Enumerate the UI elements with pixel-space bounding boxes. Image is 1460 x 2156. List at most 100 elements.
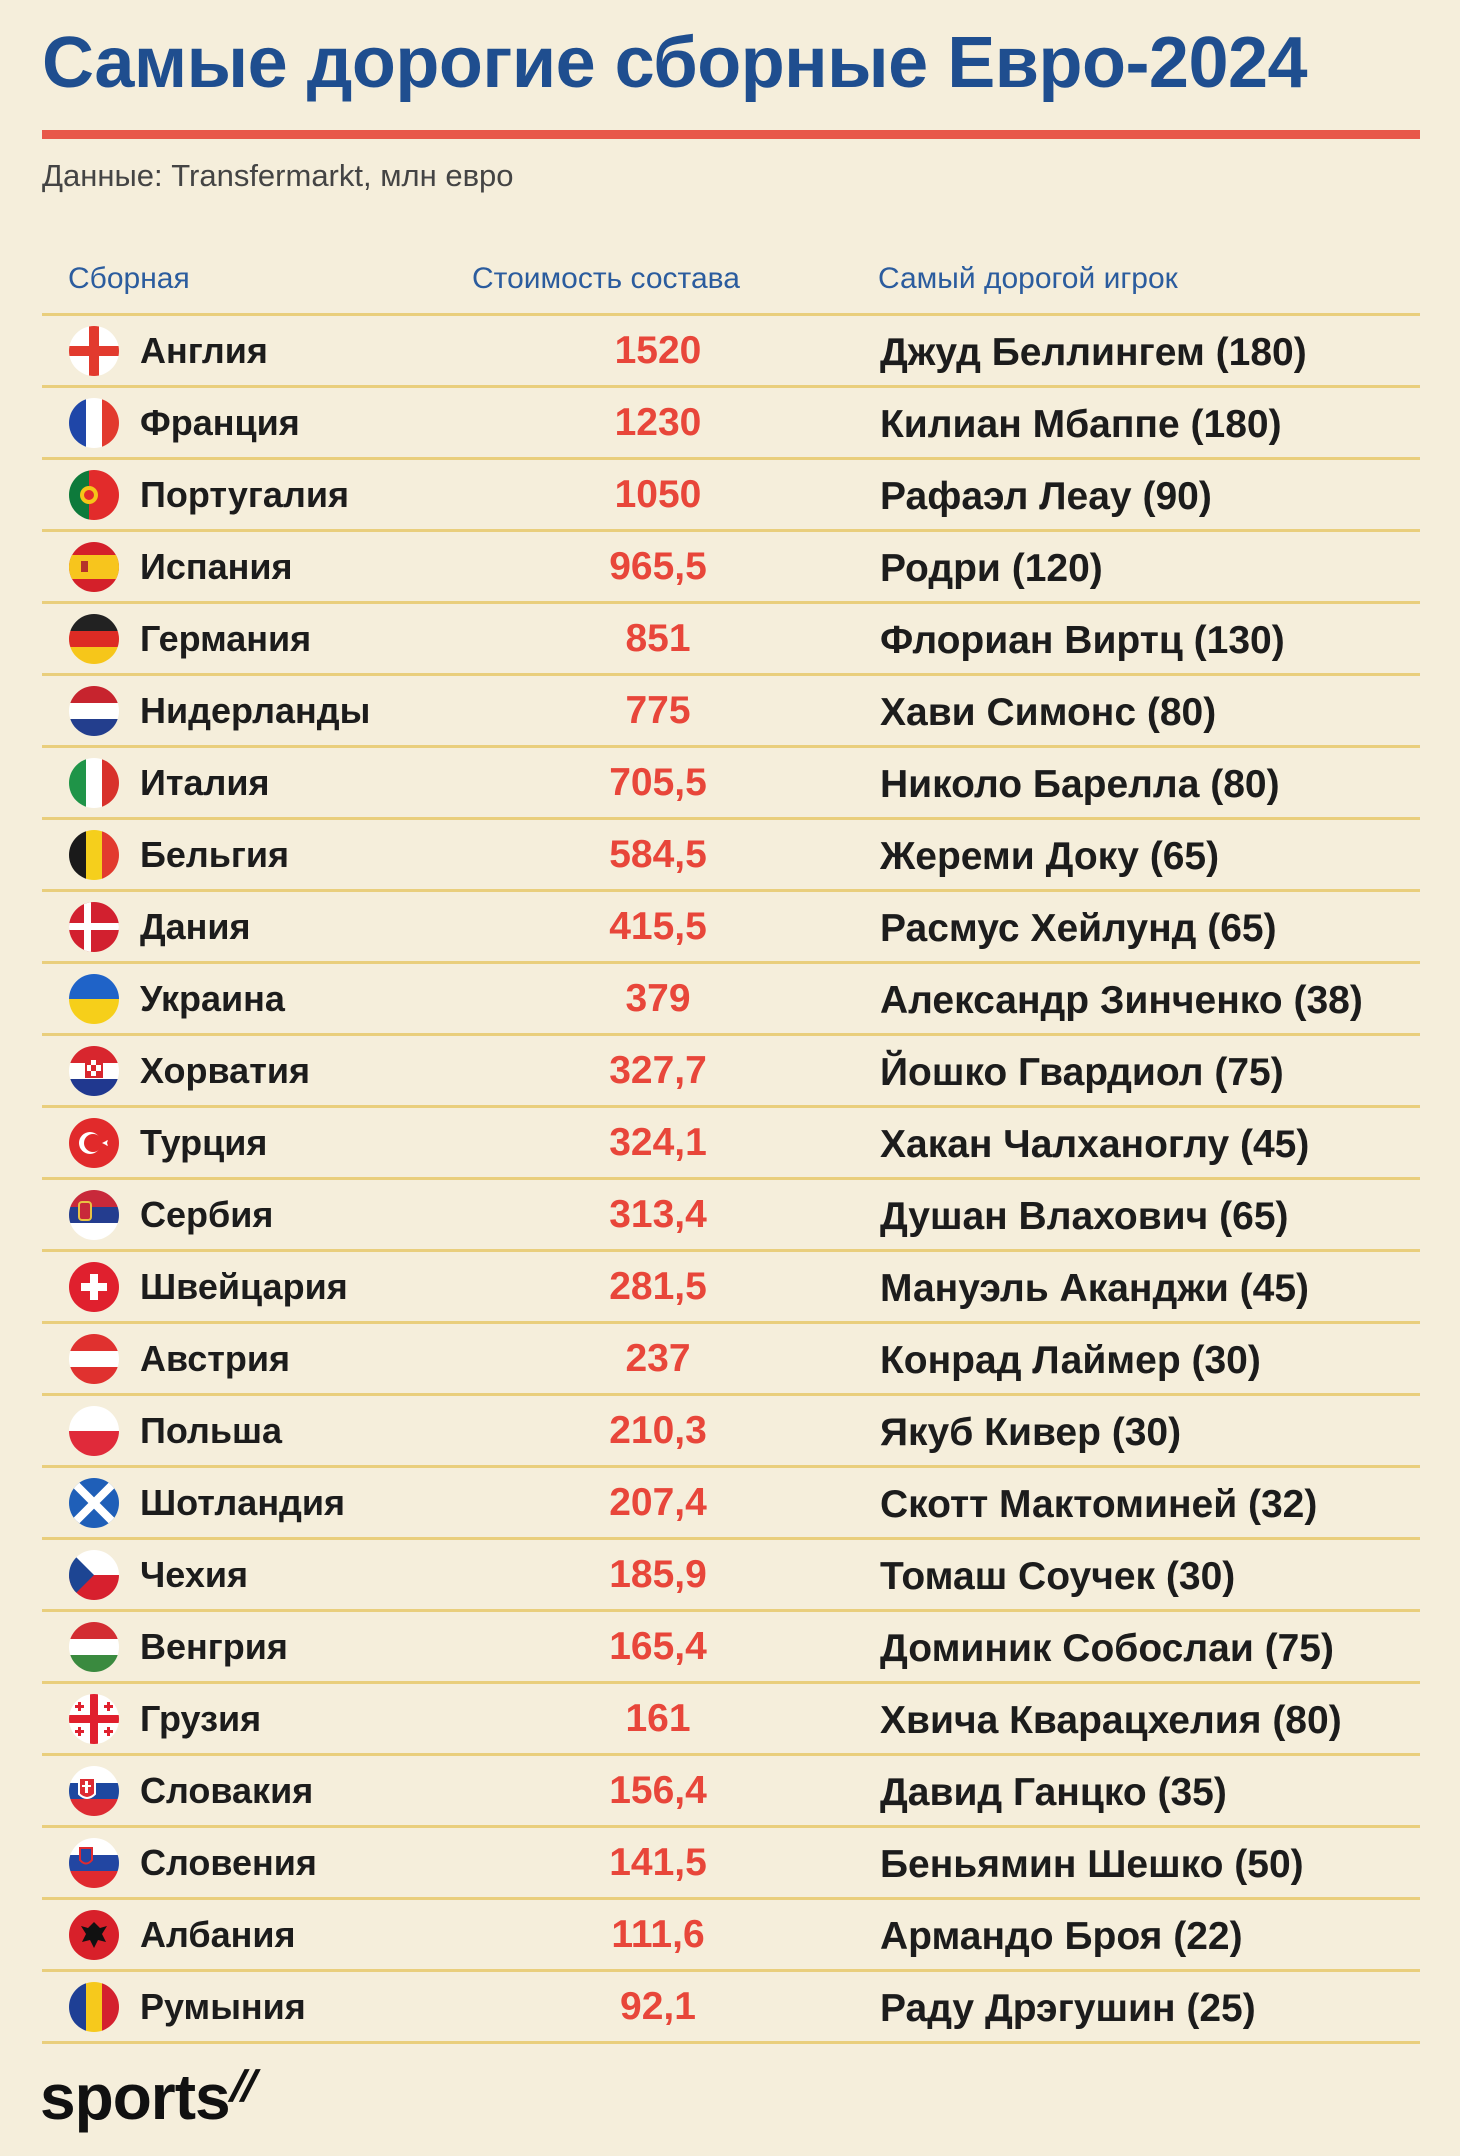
- top-player: Хвича Кварацхелия (80): [880, 1699, 1342, 1742]
- top-player: Йошко Гвардиол (75): [880, 1051, 1284, 1094]
- team-name: Германия: [140, 618, 312, 659]
- table-row: Украина 379 Александр Зинченко (38): [42, 964, 1420, 1036]
- top-player: Джуд Беллингем (180): [880, 331, 1307, 374]
- table-row: Шотландия 207,4 Скотт Мактоминей (32): [42, 1468, 1420, 1540]
- squad-value: 415,5: [609, 905, 707, 948]
- table-row: Германия 851 Флориан Виртц (130): [42, 604, 1420, 676]
- top-player: Беньямин Шешко (50): [880, 1843, 1304, 1886]
- table-row: Франция 1230 Килиан Мбаппе (180): [42, 388, 1420, 460]
- squad-value: 965,5: [609, 545, 707, 588]
- top-player: Рафаэл Леау (90): [880, 475, 1212, 518]
- squad-value: 324,1: [609, 1121, 707, 1164]
- hungary-flag-icon: [69, 1622, 119, 1672]
- team-name: Украина: [140, 978, 285, 1019]
- team-name: Австрия: [140, 1338, 291, 1379]
- table-row: Испания 965,5 Родри (120): [42, 532, 1420, 604]
- romania-flag-icon: [69, 1982, 119, 2032]
- top-player: Флориан Виртц (130): [880, 619, 1285, 662]
- table-row: Италия 705,5 Николо Барелла (80): [42, 748, 1420, 820]
- team-name: Албания: [140, 1914, 296, 1955]
- column-header-player: Самый дорогой игрок: [878, 262, 1178, 295]
- table-row: Дания 415,5 Расмус Хейлунд (65): [42, 892, 1420, 964]
- table-row: Австрия 237 Конрад Лаймер (30): [42, 1324, 1420, 1396]
- team-name: Швейцария: [140, 1266, 348, 1307]
- table-row: Хорватия 327,7 Йошко Гвардиол (75): [42, 1036, 1420, 1108]
- albania-flag-icon: [69, 1910, 119, 1960]
- germany-flag-icon: [69, 614, 119, 664]
- squad-value: 327,7: [609, 1049, 707, 1092]
- squad-value: 156,4: [609, 1769, 707, 1812]
- squad-value: 92,1: [620, 1985, 696, 2028]
- belgium-flag-icon: [69, 830, 119, 880]
- title-accent-bar: [42, 130, 1420, 139]
- top-player: Расмус Хейлунд (65): [880, 907, 1277, 950]
- table-row: Польша 210,3 Якуб Кивер (30): [42, 1396, 1420, 1468]
- squad-value: 775: [625, 689, 691, 732]
- squad-value: 165,4: [609, 1625, 707, 1668]
- table-row: Румыния 92,1 Раду Дрэгушин (25): [42, 1972, 1420, 2044]
- top-player: Хакан Чалханоглу (45): [880, 1123, 1310, 1166]
- team-name: Италия: [140, 762, 270, 803]
- team-name: Словакия: [140, 1770, 314, 1811]
- squad-value: 210,3: [609, 1409, 707, 1452]
- squad-value: 161: [625, 1697, 691, 1740]
- table-row: Турция 324,1 Хакан Чалханоглу (45): [42, 1108, 1420, 1180]
- team-name: Дания: [140, 906, 251, 947]
- column-header-value: Стоимость состава: [472, 262, 740, 295]
- top-player: Жереми Доку (65): [880, 835, 1220, 878]
- team-name: Сербия: [140, 1194, 274, 1235]
- slovenia-flag-icon: [69, 1838, 119, 1888]
- france-flag-icon: [69, 398, 119, 448]
- table-row: Нидерланды 775 Хави Симонс (80): [42, 676, 1420, 748]
- squad-value: 185,9: [609, 1553, 707, 1596]
- table-row: Словакия 156,4 Давид Ганцко (35): [42, 1756, 1420, 1828]
- table-row: Грузия 161 Хвича Кварацхелия (80): [42, 1684, 1420, 1756]
- squad-value: 207,4: [609, 1481, 707, 1524]
- switzerland-flag-icon: [69, 1262, 119, 1312]
- portugal-flag-icon: [69, 470, 119, 520]
- top-player: Раду Дрэгушин (25): [880, 1987, 1256, 2030]
- team-name: Франция: [140, 402, 300, 443]
- team-name: Польша: [140, 1410, 282, 1451]
- ukraine-flag-icon: [69, 974, 119, 1024]
- team-name: Грузия: [140, 1698, 262, 1739]
- spain-flag-icon: [69, 542, 119, 592]
- squad-value: 584,5: [609, 833, 707, 876]
- team-name: Словения: [140, 1842, 317, 1883]
- scotland-flag-icon: [69, 1478, 119, 1528]
- squad-value: 705,5: [609, 761, 707, 804]
- poland-flag-icon: [69, 1406, 119, 1456]
- team-name: Чехия: [140, 1554, 248, 1595]
- top-player: Томаш Соучек (30): [880, 1555, 1236, 1598]
- squad-value: 379: [625, 977, 691, 1020]
- austria-flag-icon: [69, 1334, 119, 1384]
- czechia-flag-icon: [69, 1550, 119, 1600]
- team-name: Румыния: [140, 1986, 306, 2027]
- top-player: Килиан Мбаппе (180): [880, 403, 1282, 446]
- table-row: Бельгия 584,5 Жереми Доку (65): [42, 820, 1420, 892]
- squad-value: 313,4: [609, 1193, 707, 1236]
- table-row: Швейцария 281,5 Мануэль Аканджи (45): [42, 1252, 1420, 1324]
- top-player: Якуб Кивер (30): [880, 1411, 1182, 1454]
- england-flag-icon: [69, 326, 119, 376]
- italy-flag-icon: [69, 758, 119, 808]
- team-name: Шотландия: [140, 1482, 346, 1523]
- top-player: Скотт Мактоминей (32): [880, 1483, 1318, 1526]
- squad-value: 111,6: [611, 1913, 705, 1956]
- team-name: Бельгия: [140, 834, 290, 875]
- squad-value: 141,5: [609, 1841, 707, 1884]
- georgia-flag-icon: [69, 1694, 119, 1744]
- denmark-flag-icon: [69, 902, 119, 952]
- top-player: Душан Влахович (65): [880, 1195, 1289, 1238]
- squad-value: 281,5: [609, 1265, 707, 1308]
- top-player: Мануэль Аканджи (45): [880, 1267, 1310, 1310]
- table-row: Англия 1520 Джуд Беллингем (180): [42, 313, 1420, 388]
- column-header-team: Сборная: [68, 262, 190, 295]
- squad-value: 237: [625, 1337, 691, 1380]
- team-name: Англия: [140, 330, 268, 371]
- brand-logo-text: sports: [40, 2061, 231, 2133]
- table-row: Португалия 1050 Рафаэл Леау (90): [42, 460, 1420, 532]
- turkey-flag-icon: [69, 1118, 119, 1168]
- squad-value: 851: [625, 617, 691, 660]
- table-row: Словения 141,5 Беньямин Шешко (50): [42, 1828, 1420, 1900]
